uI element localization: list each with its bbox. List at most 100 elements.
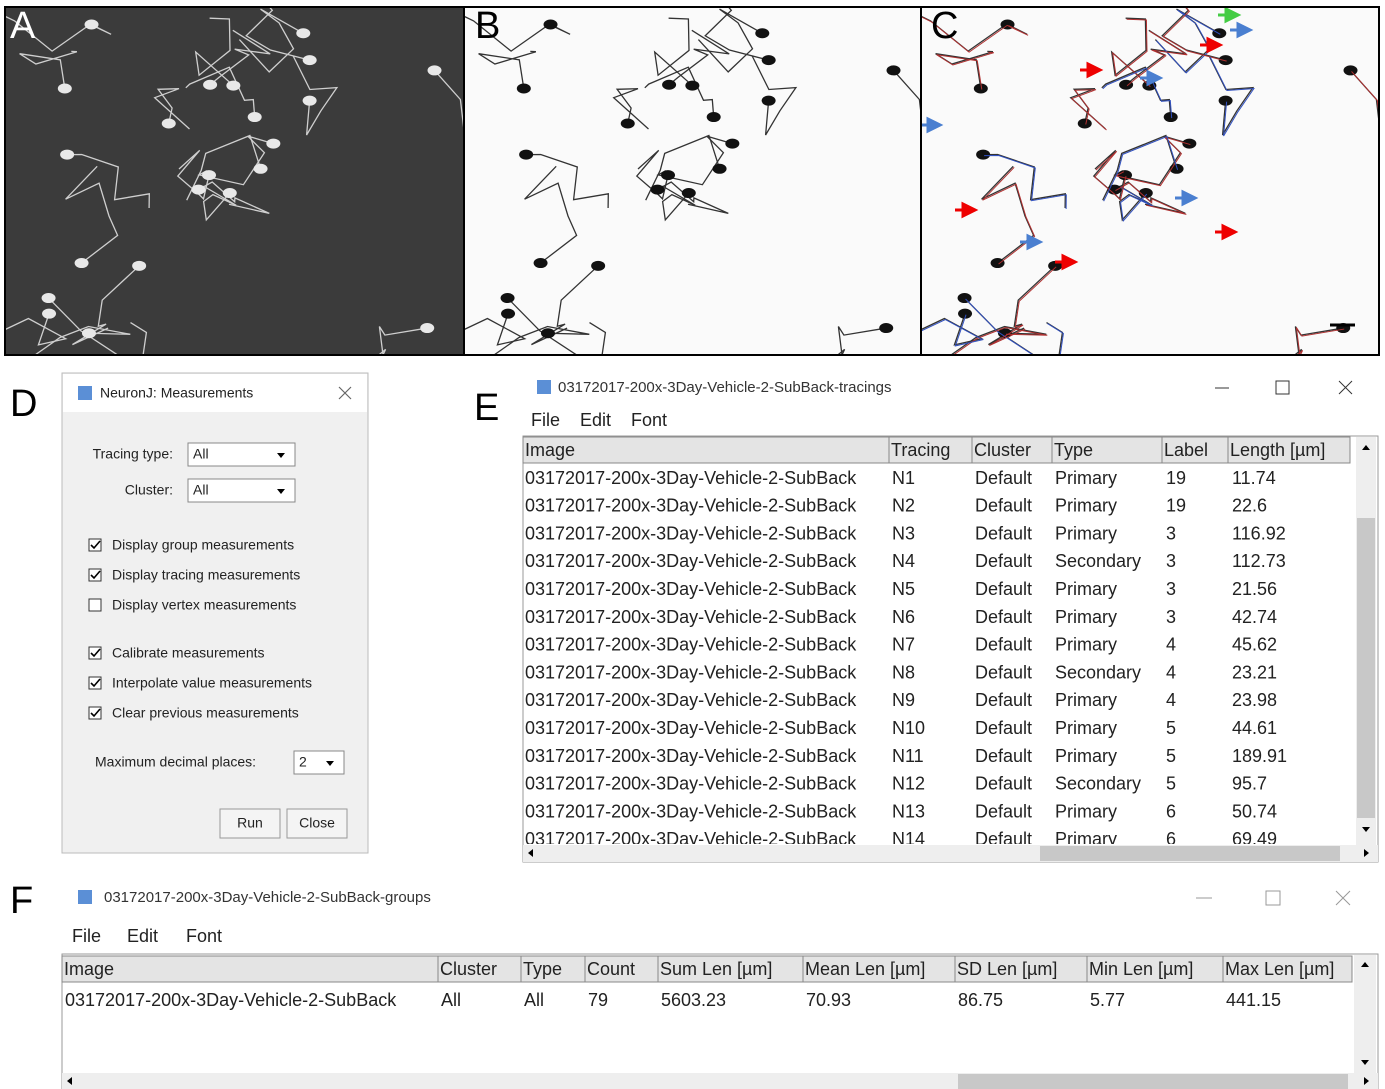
table-cell: 441.15: [1226, 990, 1281, 1010]
table-cell: 42.74: [1232, 607, 1277, 627]
soma: [132, 261, 146, 271]
table-cell: Primary: [1055, 579, 1117, 599]
soma: [1219, 96, 1233, 106]
soma: [725, 139, 739, 149]
table-cell: N3: [892, 523, 915, 543]
table-cell: 44.61: [1232, 718, 1277, 738]
table-cell: 03172017-200x-3Day-Vehicle-2-SubBack: [525, 718, 857, 738]
soma: [762, 96, 776, 106]
table-cell: 3: [1166, 523, 1176, 543]
table-cell: 79: [588, 990, 608, 1010]
table-cell: 5: [1166, 718, 1176, 738]
panel-label: F: [10, 880, 33, 922]
table-cell: N12: [892, 774, 925, 794]
soma: [223, 188, 237, 198]
soma: [248, 112, 262, 122]
field-label: Maximum decimal places:: [95, 754, 256, 770]
soma: [762, 55, 776, 65]
table-cell: Default: [975, 579, 1032, 599]
panel-label: E: [474, 387, 499, 429]
field-value: All: [193, 446, 209, 462]
table-cell: Default: [975, 774, 1032, 794]
soma: [428, 65, 442, 75]
table-cell: N11: [892, 746, 924, 766]
table-cell: Default: [975, 718, 1032, 738]
table-cell: Default: [975, 662, 1032, 682]
column-header-label: Type: [1054, 440, 1093, 460]
menu-item[interactable]: File: [72, 926, 101, 946]
soma: [976, 150, 990, 160]
table-cell: 03172017-200x-3Day-Vehicle-2-SubBack: [525, 801, 857, 821]
menu-item[interactable]: Font: [186, 926, 222, 946]
app-icon: [78, 890, 92, 904]
menu-item[interactable]: File: [531, 410, 560, 430]
menu-item[interactable]: Edit: [127, 926, 158, 946]
table-cell: Default: [975, 635, 1032, 655]
table-cell: All: [441, 990, 461, 1010]
dialog-title: NeuronJ: Measurements: [100, 385, 253, 401]
page: {"panel_labels": ["A", "B", "C", "D", "E…: [0, 0, 1385, 1089]
table-cell: 86.75: [958, 990, 1003, 1010]
table-cell: 03172017-200x-3Day-Vehicle-2-SubBack: [525, 468, 857, 488]
checkbox[interactable]: [89, 599, 101, 611]
soma: [296, 28, 310, 38]
table-cell: Default: [975, 551, 1032, 571]
soma: [713, 164, 727, 174]
app-icon: [537, 380, 551, 394]
table-cell: Default: [975, 496, 1032, 516]
scrollbar[interactable]: [1354, 955, 1376, 1073]
column-header-label: Cluster: [440, 959, 497, 979]
column-header-label: Image: [525, 440, 575, 460]
scroll-thumb[interactable]: [1357, 518, 1375, 818]
table-cell: Default: [975, 523, 1032, 543]
menu-item[interactable]: Edit: [580, 410, 611, 430]
table-cell: 03172017-200x-3Day-Vehicle-2-SubBack: [525, 635, 857, 655]
soma: [75, 258, 89, 268]
column-header-label: Tracing: [891, 440, 950, 460]
soma: [541, 328, 555, 338]
scroll-thumb[interactable]: [958, 1074, 1348, 1089]
soma: [420, 323, 434, 333]
checkbox-label: Display tracing measurements: [112, 567, 300, 583]
table-cell: 3: [1166, 579, 1176, 599]
table-cell: Default: [975, 690, 1032, 710]
column-header-label: Label: [1164, 440, 1208, 460]
scroll-thumb[interactable]: [1040, 846, 1340, 861]
table-cell: Secondary: [1055, 662, 1141, 682]
table-cell: Primary: [1055, 801, 1117, 821]
table-cell: 5.77: [1090, 990, 1125, 1010]
table-cell: 5: [1166, 774, 1176, 794]
soma: [519, 150, 533, 160]
soma: [85, 20, 99, 30]
soma: [755, 28, 769, 38]
soma: [226, 81, 240, 91]
table-cell: Default: [975, 468, 1032, 488]
table-cell: Default: [975, 746, 1032, 766]
soma: [621, 119, 635, 129]
table-cell: N6: [892, 607, 915, 627]
table-cell: All: [524, 990, 544, 1010]
checkbox-label: Interpolate value measurements: [112, 675, 312, 691]
table-cell: 03172017-200x-3Day-Vehicle-2-SubBack: [525, 746, 857, 766]
table-cell: 22.6: [1232, 496, 1267, 516]
soma: [544, 20, 558, 30]
field-value: 2: [299, 754, 307, 770]
menu-item[interactable]: Font: [631, 410, 667, 430]
field-label: Tracing type:: [93, 446, 173, 462]
table-cell: 5: [1166, 746, 1176, 766]
soma: [1182, 139, 1196, 149]
table-cell: 4: [1166, 690, 1176, 710]
table-cell: 23.98: [1232, 690, 1277, 710]
column-header-label: Image: [64, 959, 114, 979]
soma: [887, 65, 901, 75]
image-a: [6, 8, 463, 354]
soma: [1164, 112, 1178, 122]
column-header: [62, 956, 438, 982]
panel-label: A: [10, 5, 36, 47]
soma: [591, 261, 605, 271]
column-header-label: Cluster: [974, 440, 1031, 460]
table-cell: 19: [1166, 496, 1186, 516]
soma: [534, 258, 548, 268]
table-cell: 3: [1166, 551, 1176, 571]
table-cell: N9: [892, 690, 915, 710]
